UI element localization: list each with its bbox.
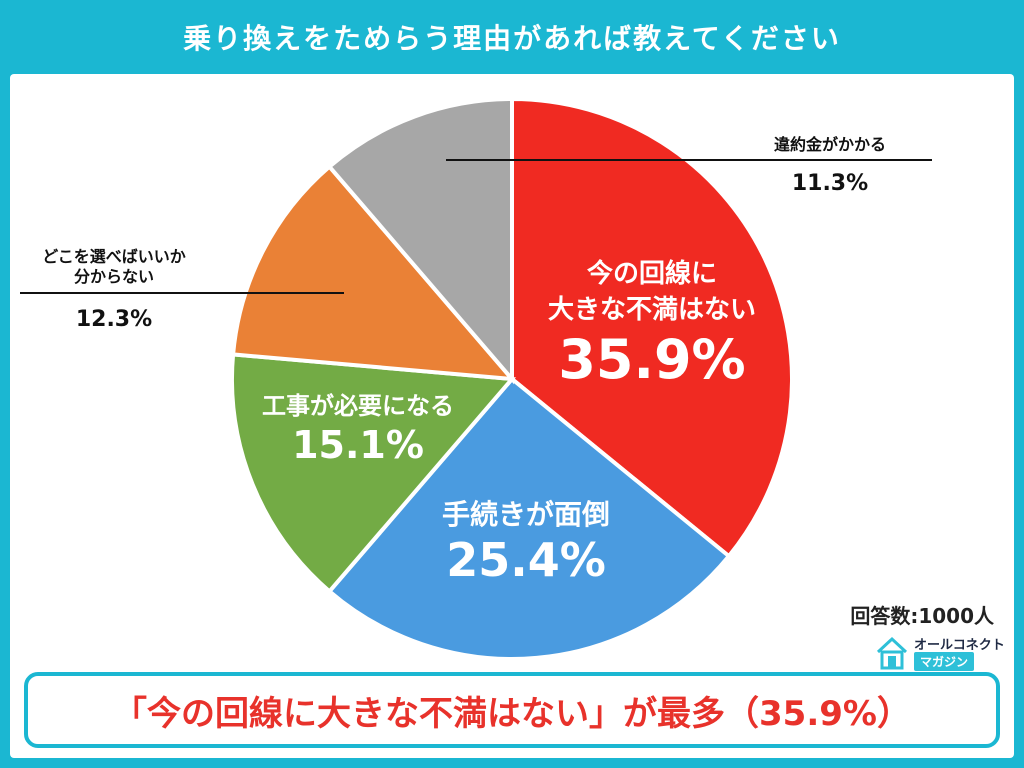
- logo-text-top: オールコネクト: [914, 638, 1005, 653]
- slice-value-label: 25.4%: [446, 533, 606, 587]
- slice-value-label: 12.3%: [76, 307, 152, 332]
- slice-label: 大きな不満はない: [548, 295, 756, 325]
- pie-slice: [326, 376, 732, 661]
- respondent-count: 回答数:1000人: [850, 604, 994, 628]
- slice-label: 工事が必要になる: [262, 392, 454, 420]
- summary-banner: 「今の回線に大きな不満はない」が最多（35.9%）: [24, 672, 1000, 748]
- slice-label: 今の回線に: [587, 258, 717, 289]
- pie-slice: [510, 96, 794, 559]
- slice-label: 違約金がかかる: [774, 135, 886, 154]
- pie-slice: [230, 352, 517, 595]
- slice-label: どこを選べばいいか: [42, 247, 186, 266]
- pie-slice: [326, 96, 514, 385]
- slice-label: 手続きが面倒: [442, 498, 610, 531]
- logo-text-bottom: マガジン: [914, 652, 975, 671]
- pie-slice: [230, 163, 517, 382]
- brand-logo: オールコネクト マガジン: [876, 634, 1005, 672]
- slice-value-label: 35.9%: [558, 328, 745, 391]
- house-icon: [876, 636, 908, 670]
- slice-value-label: 11.3%: [792, 171, 868, 196]
- slice-label: 分からない: [74, 267, 154, 286]
- slice-value-label: 15.1%: [292, 423, 424, 467]
- chart-title: 乗り換えをためらう理由があれば教えてください: [183, 22, 841, 55]
